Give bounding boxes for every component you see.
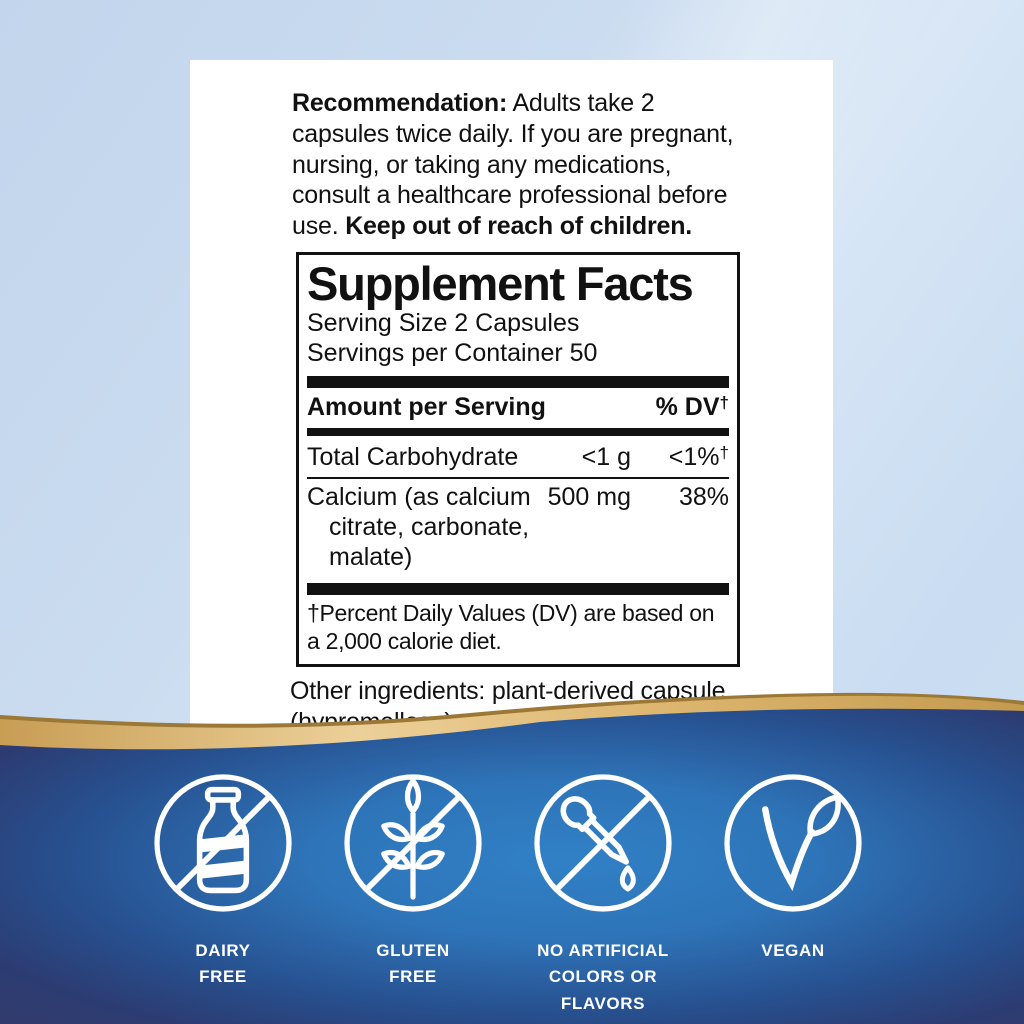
- dagger-icon: †: [719, 392, 729, 412]
- dagger-icon: †: [719, 442, 729, 462]
- recommendation-warning: Keep out of reach of children.: [345, 212, 693, 240]
- badge-label: DAIRY FREE: [195, 941, 251, 987]
- badge-label: GLUTEN FREE: [376, 941, 450, 987]
- table-row: Total Carbohydrate <1 g <1%†: [307, 439, 729, 477]
- nutrient-dv: <1%†: [668, 442, 729, 471]
- supplement-facts-table: Supplement Facts Serving Size 2 Capsules…: [296, 251, 740, 668]
- badge-label: VEGAN: [761, 941, 825, 960]
- recommendation-text: Recommendation: Adults take 2 capsules t…: [292, 88, 740, 242]
- amount-per-serving-header: Amount per Serving: [307, 392, 546, 421]
- divider-bar: [307, 427, 729, 436]
- serving-size: Serving Size 2 Capsules: [307, 308, 580, 337]
- recommendation-body: Adults take 2 capsules twice daily. If y…: [292, 89, 734, 240]
- table-header: Amount per Serving % DV†: [307, 391, 729, 424]
- badge-row: DAIRY FREE GLUTEN FREE: [128, 770, 888, 1017]
- supplement-facts-title: Supplement Facts: [307, 256, 694, 310]
- dv-footnote: †Percent Daily Values (DV) are based on …: [307, 599, 715, 655]
- divider-bar: [307, 582, 729, 595]
- nutrient-name: Calcium (as calcium citrate, carbonate, …: [307, 482, 531, 571]
- badge-no-artificial: NO ARTIFICIAL COLORS OR FLAVORS: [508, 770, 698, 1017]
- dv-header: % DV†: [655, 392, 729, 421]
- badge-vegan: VEGAN: [698, 770, 888, 1017]
- servings-per-container: Servings per Container 50: [307, 339, 598, 368]
- nutrient-amount: <1 g: [581, 442, 631, 471]
- vegan-icon: [724, 774, 862, 912]
- no-dairy-icon: [154, 774, 292, 912]
- nutrient-name: Total Carbohydrate: [307, 442, 519, 471]
- nutrient-dv: 38%: [678, 482, 729, 511]
- gold-wave-divider: [0, 692, 1024, 1024]
- label-content: Recommendation: Adults take 2 capsules t…: [290, 88, 740, 769]
- badge-label: NO ARTIFICIAL COLORS OR FLAVORS: [537, 941, 669, 1013]
- nutrient-amount: 500 mg: [547, 482, 631, 511]
- no-gluten-icon: [344, 774, 482, 912]
- badge-dairy-free: DAIRY FREE: [128, 770, 318, 1017]
- recommendation-lead: Recommendation:: [292, 89, 508, 117]
- no-artificial-colors-icon: [534, 774, 672, 912]
- badge-gluten-free: GLUTEN FREE: [318, 770, 508, 1017]
- table-row: Calcium (as calcium citrate, carbonate, …: [307, 476, 729, 577]
- divider-bar: [307, 375, 729, 388]
